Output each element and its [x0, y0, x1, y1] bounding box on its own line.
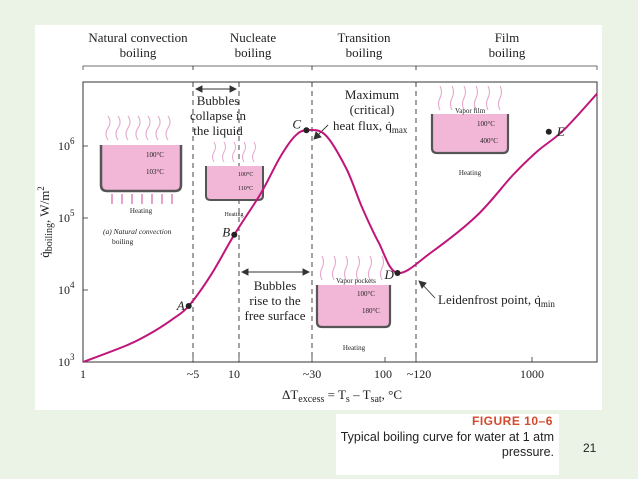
inset-film-heating: Heating [459, 169, 482, 177]
annot-rise-2: rise to the [249, 293, 300, 308]
x-tick-10: 10 [228, 367, 240, 381]
annot-collapse-1: Bubbles [197, 93, 240, 108]
region-transition-line1: Transition [338, 30, 391, 45]
axis-ticks [82, 145, 533, 363]
x-tick-30: ~30 [303, 367, 322, 381]
y-axis-label: q̇boiling, W/m2 [36, 186, 55, 258]
region-dividers [192, 82, 417, 362]
chart-background [35, 25, 602, 410]
region-bracket-film [415, 65, 598, 70]
inset-film-t1: 100°C [477, 120, 495, 128]
inset-natural-t2: 103°C [146, 168, 164, 176]
x-tick-5: ~5 [187, 367, 200, 381]
y-tick-1e5: 105 [58, 208, 75, 225]
x-tick-1: 1 [80, 367, 86, 381]
heating-arrows-icon [111, 194, 173, 204]
annot-rise-1: Bubbles [254, 278, 297, 293]
point-d [394, 270, 401, 276]
region-film-line2: boiling [489, 45, 526, 60]
inset-transition-t2: 180°C [362, 307, 380, 315]
pot-icon [99, 145, 183, 193]
pot-icon [205, 166, 264, 201]
annot-max-1: Maximum [345, 87, 399, 102]
region-natural-line1: Natural convection [88, 30, 188, 45]
vapor-wisps-icon [319, 255, 385, 281]
region-nucleate-line1: Nucleate [230, 30, 276, 45]
y-tick-1e4: 104 [58, 280, 75, 297]
figure-title: FIGURE 10–6 [472, 414, 553, 428]
point-a [185, 303, 192, 309]
point-label-b: B [222, 225, 230, 240]
figure-caption: Typical boiling curve for water at 1 atm… [340, 430, 554, 459]
region-film-line1: Film [495, 30, 520, 45]
boiling-curve-chart: Natural convection boiling Nucleate boil… [35, 25, 602, 410]
rise-arrow [240, 268, 311, 276]
y-tick-1e6: 106 [58, 136, 75, 153]
region-nucleate-line2: boiling [235, 45, 272, 60]
inset-transition: Vapor pockets 100°C 180°C Heating [315, 255, 392, 352]
inset-natural-convection: 100°C 103°C Heating (a) Natural convecti… [99, 115, 183, 246]
y-tick-1e3: 103 [58, 352, 75, 369]
point-label-a: A [176, 298, 185, 313]
inset-transition-heating: Heating [343, 344, 366, 352]
pot-icon [315, 285, 392, 329]
annot-rise-3: free surface [245, 308, 306, 323]
point-e [545, 128, 552, 135]
region-transition-line2: boiling [346, 45, 383, 60]
annot-max-2: (critical) [350, 102, 395, 117]
collapse-arrow [194, 85, 238, 93]
point-label-c: C [292, 116, 301, 131]
inset-natural-cap2: boiling [112, 237, 134, 246]
inset-film-t2: 400°C [480, 137, 498, 145]
point-label-e: E [556, 124, 565, 139]
inset-natural-cap1: (a) Natural convection [103, 227, 172, 236]
vapor-wisps-icon [212, 141, 256, 163]
point-label-d: D [384, 267, 395, 282]
inset-natural-t1: 100°C [146, 151, 164, 159]
annot-max-3: heat flux, q̇max [333, 118, 408, 135]
inset-transition-t1: 100°C [357, 290, 375, 298]
max-flux-arrow [313, 124, 329, 140]
annot-collapse-3: the liquid [193, 123, 243, 138]
caption-box [336, 414, 559, 475]
inset-nucleate: 100°C 110°C Heating [205, 141, 264, 218]
curve-layer [82, 93, 598, 363]
x-tick-120: ~120 [407, 367, 432, 381]
inset-nucleate-heating: Heating [225, 212, 244, 218]
inset-transition-label: Vapor pockets [336, 277, 376, 285]
inset-natural-heating: Heating [130, 207, 153, 215]
vapor-wisps-icon [105, 115, 171, 141]
point-b [231, 231, 238, 238]
x-tick-1000: 1000 [520, 367, 544, 381]
pot-icon [430, 114, 510, 155]
slide-number: 21 [583, 441, 597, 455]
point-c [303, 127, 310, 134]
x-tick-100: 100 [374, 367, 392, 381]
inset-film-label: Vapor film [455, 107, 486, 115]
inset-film: Vapor film 100°C 400°C Heating [430, 85, 510, 177]
plot-frame [82, 81, 598, 363]
point-layer: A B C D E [176, 116, 565, 313]
x-axis-label: ΔTexcess = Ts – Tsat, °C [282, 387, 402, 405]
boiling-curve-line [82, 93, 598, 363]
inset-nucleate-t1: 100°C [238, 171, 253, 178]
vapor-wisps-icon [437, 85, 503, 111]
annot-collapse-2: collapse in [190, 108, 246, 123]
inset-nucleate-t2: 110°C [238, 185, 253, 192]
region-brackets [82, 65, 598, 70]
region-natural-line2: boiling [120, 45, 157, 60]
leidenfrost-arrow [418, 280, 436, 299]
annot-leidenfrost: Leidenfrost point, q̇min [438, 292, 555, 309]
